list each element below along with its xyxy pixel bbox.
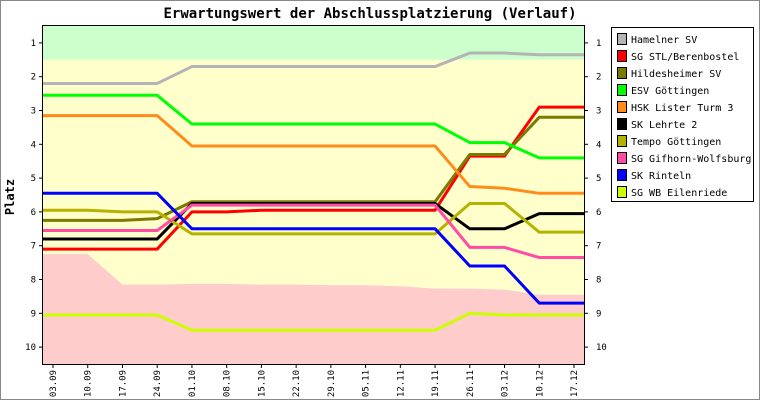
x-tick-label: 17.09 [118, 370, 128, 397]
legend-label: SK Lehrte 2 [631, 120, 697, 131]
y-tick-label-right: 1 [596, 39, 601, 49]
legend-swatch [617, 101, 627, 113]
legend-swatch [617, 186, 627, 198]
legend-swatch [617, 118, 627, 130]
y-tick-label-right: 9 [596, 309, 601, 319]
legend-swatch [617, 135, 627, 147]
band-bottom [43, 254, 584, 364]
legend-items: Hamelner SV SG STL/Berenbostel Hildesheime… [617, 33, 751, 199]
y-tick-label-right: 6 [596, 208, 601, 218]
x-tick-label: 22.10 [292, 370, 302, 397]
legend-label: SG STL/Berenbostel [631, 52, 739, 63]
series-line-8 [43, 191, 584, 305]
x-tick-label: 10.09 [84, 370, 94, 397]
legend-label: Hildesheimer SV [631, 69, 721, 80]
legend-swatch [617, 152, 627, 164]
series-line-9 [43, 311, 584, 332]
y-tick-label-left: 2 [31, 73, 36, 83]
legend-label: SG Gifhorn-Wolfsburg [631, 154, 751, 165]
series-line-2 [43, 115, 584, 222]
series-layer [43, 51, 584, 332]
series-line-0 [43, 51, 584, 85]
legend-label: SG WB Eilenriede [631, 188, 727, 199]
legend-swatch [617, 67, 627, 79]
x-ticks: 03.09 10.09 17.09 24.09 01.10 08.10 15.10 22.10… [49, 364, 580, 397]
x-tick-label: 29.10 [327, 370, 337, 397]
band-middle [43, 59, 584, 295]
y-tick-label-left: 4 [31, 140, 36, 150]
x-tick-label: 26.11 [466, 370, 476, 397]
series-line-6 [43, 201, 584, 236]
y-tick-label-right: 2 [596, 73, 601, 83]
legend [611, 27, 754, 202]
y-tick-label-left: 9 [31, 309, 36, 319]
y-tick-label-right: 10 [596, 343, 607, 353]
legend-label: Hamelner SV [631, 35, 697, 46]
legend-label: Tempo Göttingen [631, 137, 721, 148]
legend-swatch [617, 169, 627, 181]
y-ticks: 1 1 2 2 3 3 4 4 5 5 6 6 7 7 8 8 9 9 10 10 [25, 39, 607, 353]
series-line-4 [43, 114, 584, 195]
x-tick-label: 17.12 [570, 370, 580, 397]
y-tick-label-left: 3 [31, 107, 36, 117]
y-tick-label-right: 5 [596, 174, 601, 184]
series-line-5 [43, 201, 584, 241]
x-tick-label: 10.12 [535, 370, 545, 397]
y-tick-label-right: 8 [596, 276, 601, 286]
series-line-7 [43, 203, 584, 260]
y-tick-label-left: 6 [31, 208, 36, 218]
legend-label: HSK Lister Turm 3 [631, 103, 733, 114]
y-tick-label-left: 1 [31, 39, 36, 49]
x-tick-label: 05.11 [362, 370, 372, 397]
chart-title: Erwartungswert der Abschlussplatzierung … [163, 6, 576, 22]
y-tick-label-left: 10 [25, 343, 36, 353]
x-tick-label: 01.10 [188, 370, 198, 397]
x-tick-label: 19.11 [431, 370, 441, 397]
series-line-3 [43, 93, 584, 160]
legend-label: SK Rinteln [631, 171, 691, 182]
x-tick-label: 03.09 [49, 370, 59, 397]
bands-layer [43, 26, 584, 364]
y-tick-label-right: 3 [596, 107, 601, 117]
legend-label: ESV Göttingen [631, 86, 709, 97]
band-top [43, 26, 584, 60]
legend-swatch [617, 84, 627, 96]
x-tick-label: 15.10 [257, 370, 267, 397]
legend-swatch [617, 50, 627, 62]
y-tick-label-left: 8 [31, 276, 36, 286]
x-tick-label: 08.10 [223, 370, 233, 397]
x-tick-label: 12.11 [396, 370, 406, 397]
x-tick-label: 24.09 [153, 370, 163, 397]
y-axis-label: Platz [3, 179, 17, 215]
y-tick-label-left: 7 [31, 242, 36, 252]
y-tick-label-right: 4 [596, 140, 601, 150]
y-tick-label-right: 7 [596, 242, 601, 252]
legend-swatch [617, 33, 627, 45]
y-tick-label-left: 5 [31, 174, 36, 184]
x-tick-label: 03.12 [501, 370, 511, 397]
plot-frame [42, 25, 585, 365]
